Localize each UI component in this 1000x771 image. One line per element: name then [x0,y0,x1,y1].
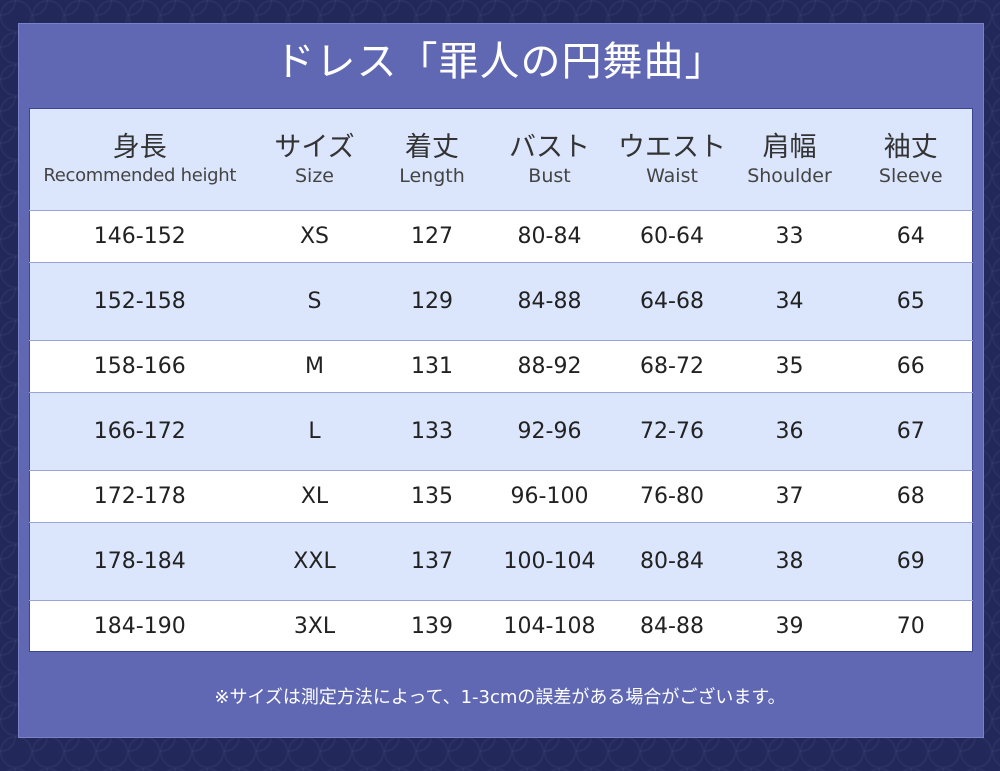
cell-bust: 92-96 [484,392,615,471]
cell-shoulder: 38 [729,522,850,601]
cell-height: 152-158 [29,262,250,341]
cell-sleeve: 69 [849,522,973,601]
header-jp: バスト [509,131,590,163]
size-table: 身長 Recommended height サイズ Size 着丈 Length… [29,108,973,652]
cell-size: M [249,340,380,393]
cell-length: 127 [379,210,485,263]
cell-bust: 96-100 [484,470,615,523]
page-title: ドレス「罪人の円舞曲」 [274,39,726,85]
cell-size: XL [249,470,380,523]
cell-length: 135 [379,470,485,523]
cell-waist: 60-64 [614,210,730,263]
cell-length: 139 [379,600,485,652]
table-row: 166-172 L 133 92-96 72-76 36 67 [29,392,973,471]
table-row: 184-190 3XL 139 104-108 84-88 39 70 [29,600,973,652]
header-en: Bust [528,164,571,187]
cell-sleeve: 67 [849,392,973,471]
measurement-note: ※サイズは測定方法によって、1-3cmの誤差がある場合がございます。 [214,687,786,708]
header-height: 身長 Recommended height [30,109,250,211]
cell-waist: 80-84 [614,522,730,601]
header-en: Sleeve [878,164,943,187]
cell-size: 3XL [249,600,380,652]
cell-height: 178-184 [29,522,250,601]
cell-bust: 80-84 [484,210,615,263]
table-header-row: 身長 Recommended height サイズ Size 着丈 Length… [29,108,973,211]
cell-height: 184-190 [29,600,250,652]
header-en: Shoulder [747,164,832,187]
cell-shoulder: 37 [729,470,850,523]
header-jp: 袖丈 [883,131,938,163]
cell-height: 146-152 [29,210,250,263]
cell-sleeve: 65 [849,262,973,341]
cell-sleeve: 70 [849,600,973,652]
cell-height: 158-166 [29,340,250,393]
header-jp: サイズ [274,131,355,163]
cell-size: S [249,262,380,341]
header-waist: ウエスト Waist [615,109,730,211]
header-length: 着丈 Length [380,109,485,211]
cell-height: 172-178 [29,470,250,523]
header-jp: ウエスト [618,131,726,163]
header-en: Size [294,164,334,187]
cell-sleeve: 68 [849,470,973,523]
cell-waist: 64-68 [614,262,730,341]
header-shoulder: 肩幅 Shoulder [730,109,850,211]
table-row: 178-184 XXL 137 100-104 80-84 38 69 [29,522,973,601]
table-row: 172-178 XL 135 96-100 76-80 37 68 [29,470,973,523]
header-jp: 着丈 [405,131,459,163]
cell-sleeve: 64 [849,210,973,263]
cell-bust: 88-92 [484,340,615,393]
header-bust: バスト Bust [485,109,615,211]
cell-shoulder: 35 [729,340,850,393]
cell-shoulder: 36 [729,392,850,471]
cell-bust: 104-108 [484,600,615,652]
cell-bust: 100-104 [484,522,615,601]
cell-bust: 84-88 [484,262,615,341]
cell-shoulder: 39 [729,600,850,652]
cell-shoulder: 34 [729,262,850,341]
cell-size: XS [249,210,380,263]
cell-length: 131 [379,340,485,393]
header-en: Length [399,164,465,187]
header-en: Waist [646,164,698,187]
cell-length: 133 [379,392,485,471]
header-size: サイズ Size [250,109,380,211]
table-row: 158-166 M 131 88-92 68-72 35 66 [29,340,973,393]
cell-waist: 76-80 [614,470,730,523]
header-jp: 身長 [112,131,167,163]
cell-size: XXL [249,522,380,601]
cell-length: 129 [379,262,485,341]
cell-sleeve: 66 [849,340,973,393]
cell-waist: 84-88 [614,600,730,652]
header-en: Recommended height [43,164,237,186]
table-row: 146-152 XS 127 80-84 60-64 33 64 [29,210,973,263]
cell-shoulder: 33 [729,210,850,263]
cell-waist: 72-76 [614,392,730,471]
cell-length: 137 [379,522,485,601]
cell-size: L [249,392,380,471]
header-jp: 肩幅 [762,131,817,163]
cell-waist: 68-72 [614,340,730,393]
table-row: 152-158 S 129 84-88 64-68 34 65 [29,262,973,341]
header-sleeve: 袖丈 Sleeve [850,109,973,211]
cell-height: 166-172 [29,392,250,471]
